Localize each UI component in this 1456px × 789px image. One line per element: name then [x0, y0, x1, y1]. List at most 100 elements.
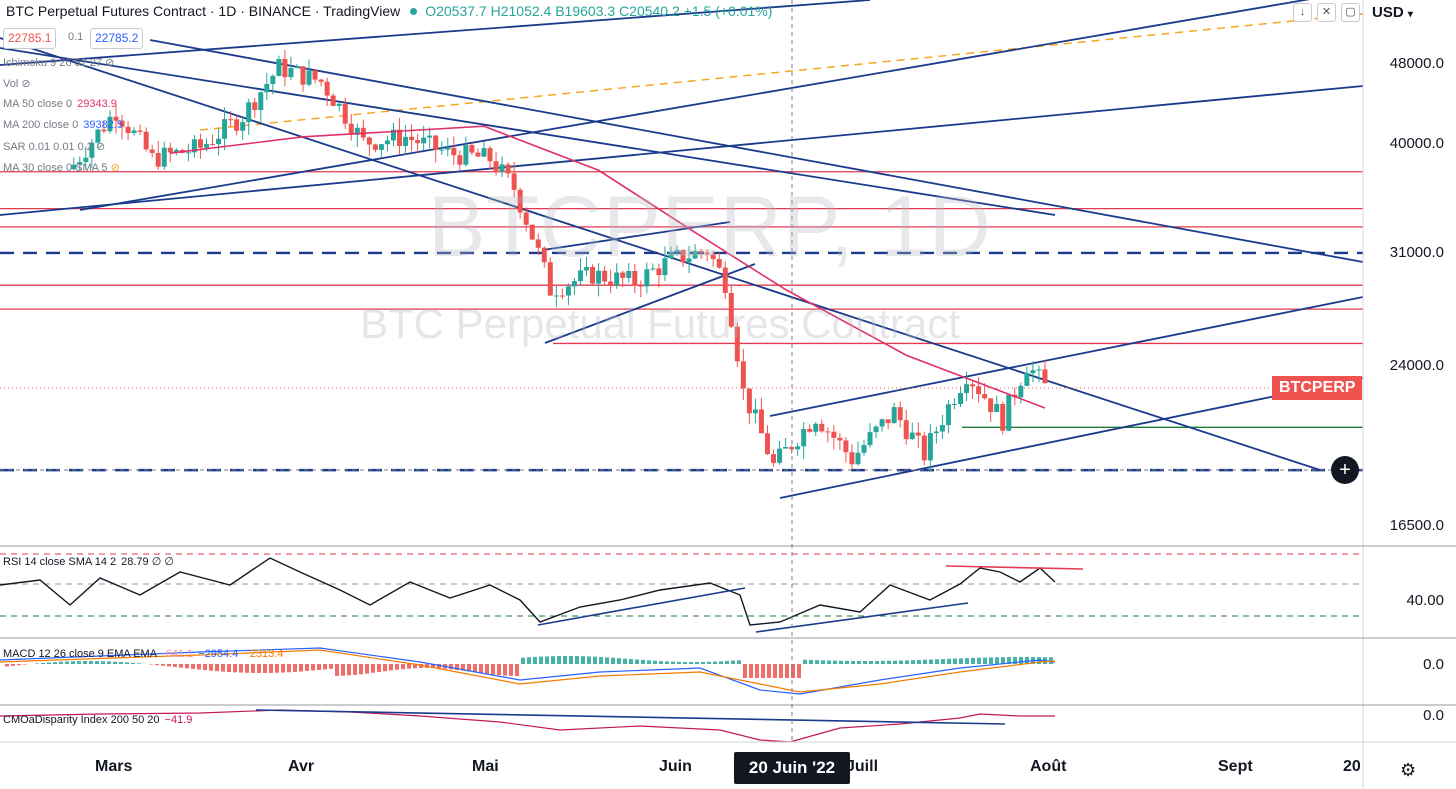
candle-body — [463, 145, 469, 165]
cmo-legend[interactable]: CMOaDisparity Index 200 50 20 −41.9 — [3, 714, 193, 726]
macd-histogram-bar — [563, 656, 567, 664]
macd-histogram-bar — [341, 664, 345, 676]
macd-histogram-bar — [239, 664, 243, 673]
candle-body — [698, 250, 704, 253]
add-alert-plus-icon[interactable]: + — [1331, 456, 1359, 484]
macd-histogram-bar — [719, 661, 723, 664]
macd-histogram-bar — [437, 664, 441, 669]
candle-body — [511, 173, 517, 190]
candle-body — [445, 147, 451, 150]
candle-body — [216, 138, 222, 145]
rsi-trendline — [755, 602, 969, 633]
x-tick-label: Mars — [95, 758, 133, 775]
candle-body — [740, 361, 746, 389]
rsi-legend[interactable]: RSI 14 close SMA 14 2 28.79 ∅ ∅ — [3, 556, 174, 568]
macd-legend[interactable]: MACD 12 26 close 9 EMA EMA -641.1 −2954.4−… — [3, 648, 284, 660]
macd-histogram-bar — [305, 664, 309, 672]
y-tick-label: 40000.0 — [1389, 135, 1444, 152]
macd-histogram-bar — [431, 664, 435, 669]
candle-body — [590, 267, 596, 284]
macd-histogram-bar — [461, 664, 465, 671]
macd-histogram-bar — [83, 661, 87, 664]
macd-histogram-bar — [821, 660, 825, 664]
trendline — [779, 377, 1364, 499]
sell-price-box[interactable]: 22785.1 — [3, 28, 57, 49]
macd-histogram-bar — [785, 664, 789, 678]
candle-body — [493, 161, 499, 172]
download-icon[interactable]: ↓ — [1293, 3, 1312, 22]
macd-histogram-bar — [659, 661, 663, 664]
legend-vol[interactable]: Vol ⊘ — [3, 78, 31, 90]
x-tick-label: Août — [1030, 758, 1067, 775]
macd-histogram-bar — [677, 661, 681, 664]
macd-histogram-bar — [629, 659, 633, 664]
close-icon[interactable]: ✕ — [1317, 3, 1336, 22]
candle-body — [403, 136, 409, 146]
eye-off-icon[interactable]: ⊘ — [105, 57, 115, 69]
macd-histogram-bar — [41, 662, 45, 664]
candle-body — [1000, 404, 1006, 431]
macd-histogram-bar — [755, 664, 759, 678]
eye-off-icon[interactable]: ⊘ — [110, 162, 120, 174]
candle-body — [535, 239, 541, 248]
candle-body — [300, 66, 306, 85]
price-tag-27244: 27244.0 — [1384, 301, 1442, 318]
candle-body — [318, 79, 324, 82]
macd-histogram-bar — [281, 664, 285, 673]
macd-histogram-bar — [995, 657, 999, 664]
macd-histogram-bar — [479, 664, 483, 674]
candle-body — [517, 189, 523, 213]
macd-histogram-bar — [851, 660, 855, 664]
macd-histogram-bar — [185, 664, 189, 669]
gear-icon[interactable]: ⚙ — [1400, 760, 1417, 780]
macd-histogram-bar — [911, 660, 915, 664]
legend-sar[interactable]: SAR 0.01 0.01 0.2 ⊘ — [3, 141, 106, 153]
symbol-badge: BTCPERP — [1272, 376, 1363, 400]
crosshair-date-label: 20 Juin '22 — [734, 752, 850, 784]
macd-histogram-bar — [197, 664, 201, 670]
chevron-down-icon: ▾ — [1407, 9, 1413, 20]
trendline — [0, 37, 1321, 471]
macd-histogram-bar — [761, 664, 765, 678]
macd-histogram-bar — [953, 658, 957, 664]
macd-histogram-bar — [389, 664, 393, 671]
macd-histogram-bar — [359, 664, 363, 675]
legend-ichimoku[interactable]: Ichimoku 9 26 52 27 ⊘ — [3, 57, 115, 69]
candle-body — [1018, 385, 1024, 398]
candle-body — [173, 149, 179, 153]
maximize-icon[interactable]: ▢ — [1341, 3, 1360, 22]
legend-ma30[interactable]: MA 30 close 0 SMA 5 ⊘ — [3, 162, 120, 174]
macd-histogram-bar — [749, 664, 753, 678]
macd-histogram-bar — [923, 659, 927, 664]
macd-histogram-bar — [365, 664, 369, 674]
candle-body — [1036, 369, 1042, 371]
eye-off-icon[interactable]: ⊘ — [21, 78, 31, 90]
macd-histogram-bar — [509, 664, 513, 676]
macd-histogram-bar — [767, 664, 771, 678]
candle-body — [783, 446, 789, 449]
legend-ma50[interactable]: MA 50 close 0 29343.9 — [3, 98, 117, 110]
x-tick-label: Sept — [1218, 758, 1253, 775]
macd-histogram-bar — [773, 664, 777, 678]
macd-histogram-bar — [497, 664, 501, 676]
candle-body — [855, 452, 861, 465]
candle-body — [191, 139, 197, 153]
candle-body — [131, 130, 137, 134]
candle-body — [149, 149, 155, 153]
candle-body — [427, 135, 433, 138]
macd-histogram-bar — [71, 661, 75, 664]
eye-off-icon[interactable]: ⊘ — [95, 141, 106, 153]
candle-body — [614, 272, 620, 286]
candle-body — [336, 103, 342, 106]
legend-ma200[interactable]: MA 200 close 0 39382.5 — [3, 119, 123, 131]
macd-histogram-bar — [731, 660, 735, 664]
macd-histogram-bar — [77, 661, 81, 664]
buy-price-box[interactable]: 22785.2 — [90, 28, 144, 49]
macd-histogram-bar — [251, 664, 255, 673]
macd-histogram-bar — [419, 664, 423, 669]
candle-body — [559, 295, 565, 297]
macd-histogram-bar — [545, 656, 549, 664]
currency-selector[interactable]: USD ▾ — [1372, 4, 1413, 21]
macd-histogram-bar — [95, 661, 99, 664]
